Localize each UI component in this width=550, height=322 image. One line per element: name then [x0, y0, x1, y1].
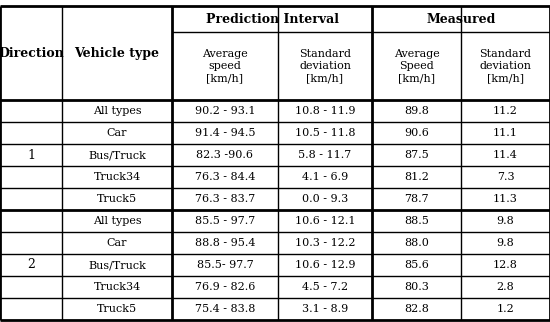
Text: 2: 2	[27, 259, 35, 271]
Text: Prediction Interval: Prediction Interval	[206, 13, 338, 25]
Text: 85.5 - 97.7: 85.5 - 97.7	[195, 216, 255, 226]
Text: 1.2: 1.2	[497, 304, 514, 314]
Text: 78.7: 78.7	[404, 194, 429, 204]
Text: 76.9 - 82.6: 76.9 - 82.6	[195, 282, 255, 292]
Text: 1: 1	[27, 148, 35, 162]
Text: 90.6: 90.6	[404, 128, 429, 138]
Text: 11.4: 11.4	[493, 150, 518, 160]
Text: 7.3: 7.3	[497, 172, 514, 182]
Text: Direction: Direction	[0, 46, 64, 60]
Text: Truck34: Truck34	[94, 282, 141, 292]
Text: Car: Car	[107, 238, 127, 248]
Text: Average
speed
[km/h]: Average speed [km/h]	[202, 49, 248, 83]
Text: Bus/Truck: Bus/Truck	[88, 260, 146, 270]
Text: 4.1 - 6.9: 4.1 - 6.9	[302, 172, 348, 182]
Text: 88.0: 88.0	[404, 238, 429, 248]
Text: 5.8 - 11.7: 5.8 - 11.7	[298, 150, 351, 160]
Text: Car: Car	[107, 128, 127, 138]
Text: 11.3: 11.3	[493, 194, 518, 204]
Text: 76.3 - 83.7: 76.3 - 83.7	[195, 194, 255, 204]
Text: 82.8: 82.8	[404, 304, 429, 314]
Text: 0.0 - 9.3: 0.0 - 9.3	[302, 194, 348, 204]
Text: 87.5: 87.5	[404, 150, 429, 160]
Text: Standard
deviation
[km/h]: Standard deviation [km/h]	[299, 49, 351, 83]
Text: Truck5: Truck5	[97, 304, 137, 314]
Text: Average
Speed
[km/h]: Average Speed [km/h]	[394, 49, 439, 83]
Text: 11.2: 11.2	[493, 106, 518, 116]
Text: All types: All types	[93, 216, 141, 226]
Text: Standard
deviation
[km/h]: Standard deviation [km/h]	[480, 49, 531, 83]
Text: 88.5: 88.5	[404, 216, 429, 226]
Text: 75.4 - 83.8: 75.4 - 83.8	[195, 304, 255, 314]
Text: 76.3 - 84.4: 76.3 - 84.4	[195, 172, 255, 182]
Text: 10.6 - 12.1: 10.6 - 12.1	[295, 216, 355, 226]
Text: 81.2: 81.2	[404, 172, 429, 182]
Text: 9.8: 9.8	[497, 238, 514, 248]
Text: 11.1: 11.1	[493, 128, 518, 138]
Text: 88.8 - 95.4: 88.8 - 95.4	[195, 238, 255, 248]
Text: Bus/Truck: Bus/Truck	[88, 150, 146, 160]
Text: All types: All types	[93, 106, 141, 116]
Text: 80.3: 80.3	[404, 282, 429, 292]
Text: 91.4 - 94.5: 91.4 - 94.5	[195, 128, 255, 138]
Text: Truck34: Truck34	[94, 172, 141, 182]
Text: Vehicle type: Vehicle type	[74, 46, 160, 60]
Text: 9.8: 9.8	[497, 216, 514, 226]
Text: 2.8: 2.8	[497, 282, 514, 292]
Text: 3.1 - 8.9: 3.1 - 8.9	[302, 304, 348, 314]
Text: 4.5 - 7.2: 4.5 - 7.2	[302, 282, 348, 292]
Text: Truck5: Truck5	[97, 194, 137, 204]
Text: 85.6: 85.6	[404, 260, 429, 270]
Text: 10.3 - 12.2: 10.3 - 12.2	[295, 238, 355, 248]
Text: 90.2 - 93.1: 90.2 - 93.1	[195, 106, 255, 116]
Text: 82.3 -90.6: 82.3 -90.6	[196, 150, 254, 160]
Text: 10.6 - 12.9: 10.6 - 12.9	[295, 260, 355, 270]
Text: 10.8 - 11.9: 10.8 - 11.9	[295, 106, 355, 116]
Text: 10.5 - 11.8: 10.5 - 11.8	[295, 128, 355, 138]
Text: Measured: Measured	[426, 13, 496, 25]
Text: 12.8: 12.8	[493, 260, 518, 270]
Text: 89.8: 89.8	[404, 106, 429, 116]
Text: 85.5- 97.7: 85.5- 97.7	[197, 260, 254, 270]
